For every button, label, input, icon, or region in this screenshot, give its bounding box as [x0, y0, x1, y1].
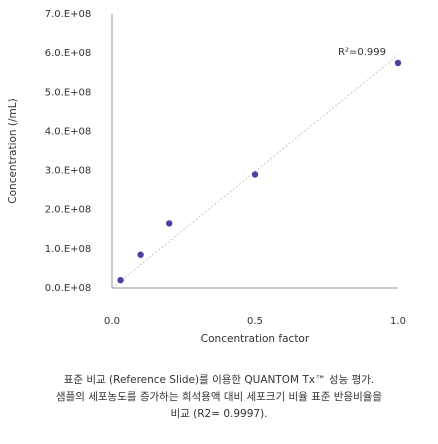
caption-line-1: 표준 비교 (Reference Slide)를 이용한 QUANTOM Tx™… — [63, 374, 375, 386]
y-tick-label: 4.0.E+08 — [45, 126, 92, 137]
caption-line-3: 비교 (R2= 0.9997). — [170, 408, 268, 420]
data-point — [166, 220, 173, 227]
r-squared-annotation: R²=0.999 — [338, 47, 386, 58]
x-axis-ticks: 0.0 0.5 1.0 — [104, 316, 406, 327]
x-tick-label: 0.0 — [104, 316, 120, 327]
data-point — [137, 251, 144, 258]
data-point — [251, 171, 259, 178]
y-tick-label: 7.0.E+08 — [45, 9, 92, 20]
chart: 0.0.E+08 1.0.E+08 2.0.E+08 3.0.E+08 4.0.E+08… — [7, 9, 406, 345]
x-tick-label: 1.0 — [390, 316, 406, 327]
x-tick-label: 0.5 — [247, 316, 263, 327]
y-tick-label: 3.0.E+08 — [45, 166, 92, 177]
y-tick-label: 1.0.E+08 — [45, 244, 92, 255]
y-tick-label: 2.0.E+08 — [45, 205, 92, 216]
y-tick-label: 5.0.E+08 — [45, 87, 92, 98]
y-tick-label: 6.0.E+08 — [45, 48, 92, 59]
y-tick-label: 0.0.E+08 — [45, 283, 92, 294]
caption-line-2: 샘플의 세포농도를 증가하는 희석용액 대비 세포크기 비율 표준 반응비율을 — [55, 391, 383, 403]
data-point — [117, 276, 124, 284]
figure-caption: 표준 비교 (Reference Slide)를 이용한 QUANTOM Tx™… — [14, 372, 424, 423]
y-axis-title: Concentration (/mL) — [7, 98, 19, 203]
x-axis-title: Concentration factor — [201, 333, 310, 345]
y-axis-ticks: 0.0.E+08 1.0.E+08 2.0.E+08 3.0.E+08 4.0.E+08… — [45, 9, 92, 294]
data-points — [117, 59, 402, 284]
data-point — [394, 59, 402, 67]
